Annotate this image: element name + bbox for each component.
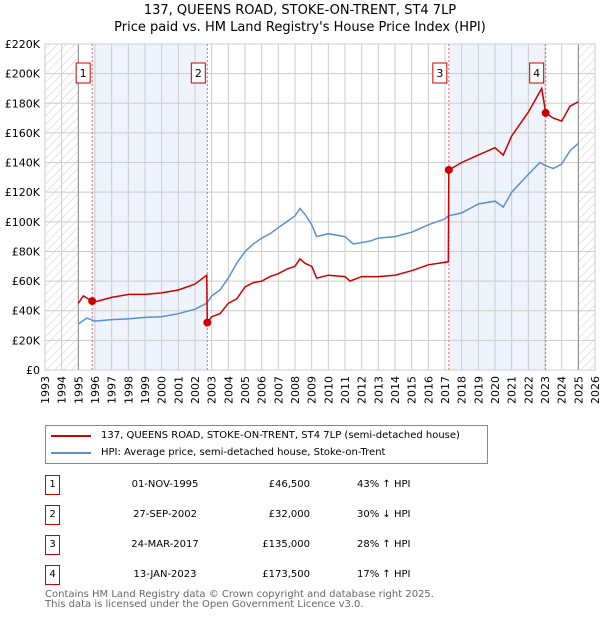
sale-hpi: 30% ↓ HPI <box>357 509 411 520</box>
chart-title: 137, QUEENS ROAD, STOKE-ON-TRENT, ST4 7L… <box>143 3 457 18</box>
sale-number: 1 <box>45 475 60 495</box>
legend: 137, QUEENS ROAD, STOKE-ON-TRENT, ST4 7L… <box>45 425 488 464</box>
sale-label: 4 <box>533 67 540 80</box>
table-row: 1 01-NOV-1995 £46,500 43% ↑ HPI <box>45 475 445 495</box>
sale-date: 13-JAN-2023 <box>133 569 197 580</box>
sale-label: 3 <box>436 67 443 80</box>
sale-number: 3 <box>45 535 60 555</box>
sale-price: £135,000 <box>262 539 310 550</box>
sale-date: 01-NOV-1995 <box>131 479 199 490</box>
legend-swatch-blue <box>51 451 91 454</box>
legend-item-property: 137, QUEENS ROAD, STOKE-ON-TRENT, ST4 7L… <box>51 430 460 441</box>
x-tick-label: 1999 <box>139 376 152 404</box>
shaded-period <box>92 44 208 370</box>
x-tick-label: 2020 <box>489 376 502 404</box>
x-tick-label: 2025 <box>572 376 585 404</box>
y-tick-label: £180K <box>5 97 41 110</box>
y-tick-label: £160K <box>5 127 41 140</box>
y-tick-label: £80K <box>12 245 41 258</box>
x-tick-label: 2007 <box>272 376 285 404</box>
footer-licence: This data is licensed under the Open Gov… <box>45 599 364 610</box>
x-tick-label: 2023 <box>539 376 552 404</box>
x-tick-label: 2013 <box>372 376 385 404</box>
x-tick-label: 2019 <box>472 376 485 404</box>
y-tick-label: £120K <box>5 186 41 199</box>
x-tick-label: 2011 <box>339 376 352 404</box>
y-tick-label: £220K <box>5 38 41 51</box>
y-tick-label: £140K <box>5 157 41 170</box>
x-tick-label: 1996 <box>89 376 102 404</box>
x-tick-label: 2021 <box>506 376 519 404</box>
y-tick-label: £20K <box>12 334 41 347</box>
x-tick-label: 2015 <box>406 376 419 404</box>
sale-point <box>203 318 212 327</box>
footer: Contains HM Land Registry data © Crown c… <box>45 590 434 610</box>
sale-label-box <box>190 62 206 84</box>
x-tick-label: 2016 <box>422 376 435 404</box>
x-tick-label: 2010 <box>322 376 335 404</box>
legend-label: 137, QUEENS ROAD, STOKE-ON-TRENT, ST4 7L… <box>101 430 460 441</box>
legend-swatch-red <box>51 434 91 437</box>
x-tick-label: 2005 <box>239 376 252 404</box>
sale-price: £46,500 <box>268 479 310 490</box>
sale-price: £173,500 <box>262 569 310 580</box>
sale-label-box <box>75 62 91 84</box>
x-tick-label: 1993 <box>39 376 52 404</box>
chart-subtitle: Price paid vs. HM Land Registry's House … <box>114 20 486 35</box>
x-tick-label: 2002 <box>189 376 202 404</box>
plot-border <box>44 43 596 371</box>
sale-price: £32,000 <box>268 509 310 520</box>
sale-label: 2 <box>195 67 202 80</box>
table-row: 4 13-JAN-2023 £173,500 17% ↑ HPI <box>45 565 445 585</box>
x-tick-label: 2001 <box>172 376 185 404</box>
sale-date: 27-SEP-2002 <box>133 509 197 520</box>
x-tick-label: 2006 <box>256 376 269 404</box>
y-tick-label: £0 <box>26 364 40 377</box>
shaded-period <box>448 44 546 370</box>
x-tick-label: 1995 <box>72 376 85 404</box>
x-tick-label: 2012 <box>356 376 369 404</box>
x-tick-label: 2014 <box>389 376 402 404</box>
sale-point <box>88 297 97 306</box>
y-tick-label: £200K <box>5 68 41 81</box>
legend-item-hpi: HPI: Average price, semi-detached house,… <box>51 447 385 458</box>
y-tick-label: £60K <box>12 275 41 288</box>
x-tick-label: 2022 <box>522 376 535 404</box>
table-row: 3 24-MAR-2017 £135,000 28% ↑ HPI <box>45 535 445 555</box>
x-tick-label: 2000 <box>156 376 169 404</box>
x-tick-label: 1997 <box>106 376 119 404</box>
hatched-region <box>578 44 595 370</box>
x-tick-label: 2024 <box>556 376 569 404</box>
hpi-series-line <box>77 142 579 325</box>
y-tick-label: £40K <box>12 305 41 318</box>
sale-point <box>541 108 550 117</box>
price-chart: 1993 1994 1995 1996 1997 1998 1999 2000 2001 2002… <box>5 38 600 404</box>
x-tick-label: 2009 <box>306 376 319 404</box>
sale-hpi: 28% ↑ HPI <box>357 539 411 550</box>
footer-copyright: Contains HM Land Registry data © Crown c… <box>45 589 434 600</box>
legend-label: HPI: Average price, semi-detached house,… <box>101 447 386 458</box>
sale-hpi: 17% ↑ HPI <box>357 569 411 580</box>
sale-point <box>444 165 453 174</box>
x-tick-label: 2026 <box>589 376 600 404</box>
x-tick-label: 2004 <box>222 376 235 404</box>
sale-label: 1 <box>80 67 87 80</box>
sale-date: 24-MAR-2017 <box>131 539 199 550</box>
y-tick-label: £100K <box>5 216 41 229</box>
property-series-line <box>77 86 579 325</box>
sale-number: 2 <box>45 505 60 525</box>
sale-label-box <box>432 62 448 84</box>
sale-number: 4 <box>45 565 60 585</box>
table-row: 2 27-SEP-2002 £32,000 30% ↓ HPI <box>45 505 445 525</box>
x-tick-label: 2018 <box>456 376 469 404</box>
x-tick-label: 2003 <box>206 376 219 404</box>
x-tick-label: 2017 <box>439 376 452 404</box>
sale-hpi: 43% ↑ HPI <box>357 479 411 490</box>
x-tick-label: 1998 <box>122 376 135 404</box>
sale-label-box <box>529 62 545 84</box>
x-tick-label: 1994 <box>56 376 69 404</box>
x-tick-label: 2008 <box>289 376 302 404</box>
